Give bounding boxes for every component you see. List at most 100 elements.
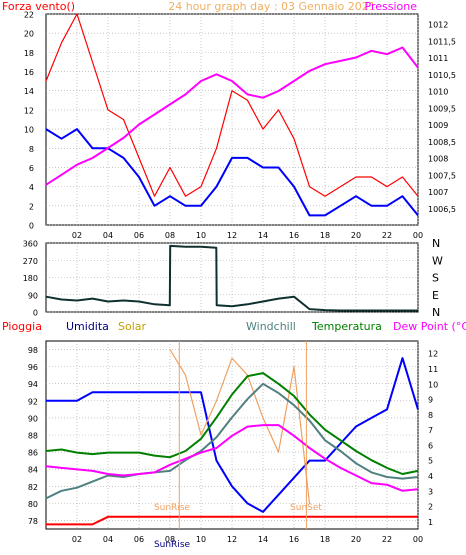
y2-tick-label: 1012 [428, 21, 448, 30]
x-tick-label: 04 [103, 231, 113, 240]
x-tick-label: 16 [289, 535, 299, 544]
y2-tick-label: 1006,5 [428, 205, 456, 214]
y2-tick-label: S [432, 272, 439, 285]
sunrise-label: SunRise [154, 503, 191, 513]
y2-tick-label: 1007,5 [428, 171, 456, 180]
y-tick-label: 98 [28, 346, 38, 355]
y-tick-label: 4 [29, 183, 34, 192]
x-tick-label: 18 [320, 535, 330, 544]
direction-panel-grid [45, 242, 419, 313]
wind-panel-grid [45, 13, 419, 226]
y2-tick-label: 3 [428, 487, 433, 496]
direction-panel-series [45, 244, 418, 312]
pressure-line [45, 46, 419, 186]
y-tick-label: 90 [28, 291, 38, 300]
x-tick-label: 18 [320, 231, 330, 240]
x-tick-label: 00 [413, 231, 423, 240]
y2-tick-label: 8 [428, 411, 433, 420]
legend-rain: Pioggia [2, 320, 42, 333]
y-tick-label: 10 [24, 126, 34, 135]
y-tick-label: 96 [28, 363, 38, 372]
y-tick-label: 270 [23, 257, 38, 266]
wind-gust-line [45, 13, 419, 197]
y-tick-label: 94 [28, 380, 38, 389]
x-tick-label: 14 [258, 535, 268, 544]
y2-tick-label: 1 [428, 518, 433, 527]
x-tick-label: 08 [165, 535, 175, 544]
temperature-line [45, 372, 419, 475]
wind-panel-axes: 02468101214161820221006,510071007,510081… [24, 11, 456, 241]
wind-axis-title: Forza vento() [2, 0, 75, 13]
sunrise-axis-label: SunRise [154, 540, 191, 550]
legend-dewpoint: Dew Point (°C) [393, 320, 466, 333]
y2-tick-label: 1010 [428, 88, 448, 97]
y-tick-label: 2 [29, 202, 34, 211]
y2-tick-label: 10 [428, 380, 438, 389]
y2-tick-label: 1011,5 [428, 37, 456, 46]
x-tick-label: 08 [165, 231, 175, 240]
x-tick-label: 02 [72, 535, 82, 544]
y2-tick-label: 1008 [428, 155, 448, 164]
y-tick-label: 16 [24, 68, 34, 77]
x-tick-label: 12 [227, 231, 237, 240]
humidity-line [46, 357, 419, 513]
x-tick-label: 06 [134, 535, 144, 544]
legend-solar: Solar [118, 320, 147, 333]
y-tick-label: 18 [24, 49, 34, 58]
y-tick-label: 12 [24, 106, 34, 115]
y-tick-label: 84 [28, 466, 38, 475]
y-tick-label: 88 [28, 432, 38, 441]
y-tick-label: 20 [24, 30, 34, 39]
y-tick-label: 22 [24, 11, 34, 20]
y-tick-label: 90 [28, 414, 38, 423]
solar-line [169, 349, 311, 504]
sunset-label: SunSet [290, 503, 322, 513]
y-tick-label: 8 [29, 145, 34, 154]
wind-panel-series [45, 13, 419, 217]
y-tick-label: 80 [28, 500, 38, 509]
x-tick-label: 14 [258, 231, 268, 240]
x-tick-label: 20 [351, 535, 361, 544]
x-tick-label: 22 [382, 535, 392, 544]
y2-tick-label: 4 [428, 472, 433, 481]
y2-tick-label: E [432, 289, 439, 302]
y2-tick-label: 1009 [428, 121, 448, 130]
y2-tick-label: 12 [428, 350, 438, 359]
y2-tick-label: 1007 [428, 188, 448, 197]
rain-line [46, 515, 418, 526]
legend-humidity: Umidita [66, 320, 109, 333]
y2-tick-label: 1009,5 [428, 104, 456, 113]
x-tick-label: 20 [351, 231, 361, 240]
y2-tick-label: 11 [428, 365, 438, 374]
x-tick-label: 12 [227, 535, 237, 544]
y2-tick-label: N [432, 237, 440, 250]
y2-tick-label: 7 [428, 426, 433, 435]
wind-direction-line [45, 244, 418, 312]
y-tick-label: 86 [28, 449, 38, 458]
x-tick-label: 22 [382, 231, 392, 240]
x-tick-label: 10 [196, 535, 206, 544]
windchill-line [45, 382, 419, 500]
y2-tick-label: 1010,5 [428, 71, 456, 80]
x-tick-label: 06 [134, 231, 144, 240]
legend-windchill: Windchill [246, 320, 296, 333]
x-tick-label: 02 [72, 231, 82, 240]
y-tick-label: 82 [28, 483, 38, 492]
y2-tick-label: N [432, 306, 440, 319]
y-tick-label: 6 [29, 164, 34, 173]
y2-tick-label: 6 [428, 441, 433, 450]
y-tick-label: 78 [28, 517, 38, 526]
temperature-panel-series [45, 341, 419, 529]
pressure-axis-title: Pressione [365, 0, 418, 13]
y2-tick-label: W [432, 254, 443, 267]
y-tick-label: 0 [33, 309, 38, 318]
dewpoint-line [45, 424, 419, 492]
y-tick-label: 92 [28, 397, 38, 406]
x-tick-label: 10 [196, 231, 206, 240]
y2-tick-label: 2 [428, 503, 433, 512]
x-tick-label: 04 [103, 535, 113, 544]
y2-tick-label: 1011 [428, 54, 448, 63]
